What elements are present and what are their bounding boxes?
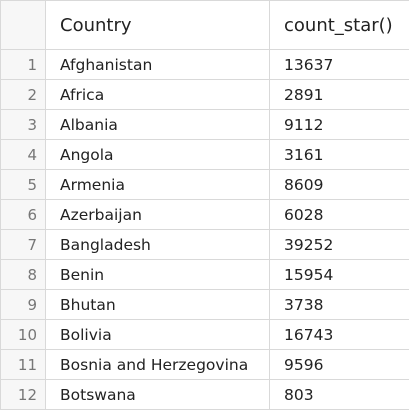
country-cell[interactable]: Angola: [46, 140, 270, 170]
row-number: 4: [1, 140, 46, 170]
table-row[interactable]: 11 Bosnia and Herzegovina 9596: [1, 350, 409, 380]
row-number: 7: [1, 230, 46, 260]
count-cell[interactable]: 803: [270, 380, 409, 410]
count-cell[interactable]: 9596: [270, 350, 409, 380]
count-cell[interactable]: 2891: [270, 80, 409, 110]
table-row[interactable]: 6 Azerbaijan 6028: [1, 200, 409, 230]
count-cell[interactable]: 9112: [270, 110, 409, 140]
row-number: 6: [1, 200, 46, 230]
table-row[interactable]: 8 Benin 15954: [1, 260, 409, 290]
country-cell[interactable]: Armenia: [46, 170, 270, 200]
table-row[interactable]: 10 Bolivia 16743: [1, 320, 409, 350]
header-row: Country count_star(): [1, 1, 409, 50]
table-row[interactable]: 3 Albania 9112: [1, 110, 409, 140]
row-number: 11: [1, 350, 46, 380]
count-cell[interactable]: 3161: [270, 140, 409, 170]
country-cell[interactable]: Bolivia: [46, 320, 270, 350]
table-row[interactable]: 7 Bangladesh 39252: [1, 230, 409, 260]
table-row[interactable]: 9 Bhutan 3738: [1, 290, 409, 320]
country-cell[interactable]: Bhutan: [46, 290, 270, 320]
count-cell[interactable]: 8609: [270, 170, 409, 200]
country-cell[interactable]: Bangladesh: [46, 230, 270, 260]
country-cell[interactable]: Bosnia and Herzegovina: [46, 350, 270, 380]
table-row[interactable]: 2 Africa 2891: [1, 80, 409, 110]
country-cell[interactable]: Benin: [46, 260, 270, 290]
table-row[interactable]: 1 Afghanistan 13637: [1, 50, 409, 80]
table-row[interactable]: 12 Botswana 803: [1, 380, 409, 410]
count-cell[interactable]: 13637: [270, 50, 409, 80]
row-number: 8: [1, 260, 46, 290]
row-number: 3: [1, 110, 46, 140]
row-number: 12: [1, 380, 46, 410]
row-number: 5: [1, 170, 46, 200]
count-cell[interactable]: 16743: [270, 320, 409, 350]
row-number: 1: [1, 50, 46, 80]
row-number: 9: [1, 290, 46, 320]
table-row[interactable]: 4 Angola 3161: [1, 140, 409, 170]
country-cell[interactable]: Afghanistan: [46, 50, 270, 80]
column-header-country[interactable]: Country: [46, 1, 270, 50]
count-cell[interactable]: 15954: [270, 260, 409, 290]
count-cell[interactable]: 6028: [270, 200, 409, 230]
country-cell[interactable]: Albania: [46, 110, 270, 140]
table-row[interactable]: 5 Armenia 8609: [1, 170, 409, 200]
row-number: 2: [1, 80, 46, 110]
count-cell[interactable]: 39252: [270, 230, 409, 260]
count-cell[interactable]: 3738: [270, 290, 409, 320]
row-number: 10: [1, 320, 46, 350]
column-header-count-star[interactable]: count_star(): [270, 1, 409, 50]
country-cell[interactable]: Azerbaijan: [46, 200, 270, 230]
country-cell[interactable]: Africa: [46, 80, 270, 110]
row-number-header: [1, 1, 46, 50]
country-cell[interactable]: Botswana: [46, 380, 270, 410]
